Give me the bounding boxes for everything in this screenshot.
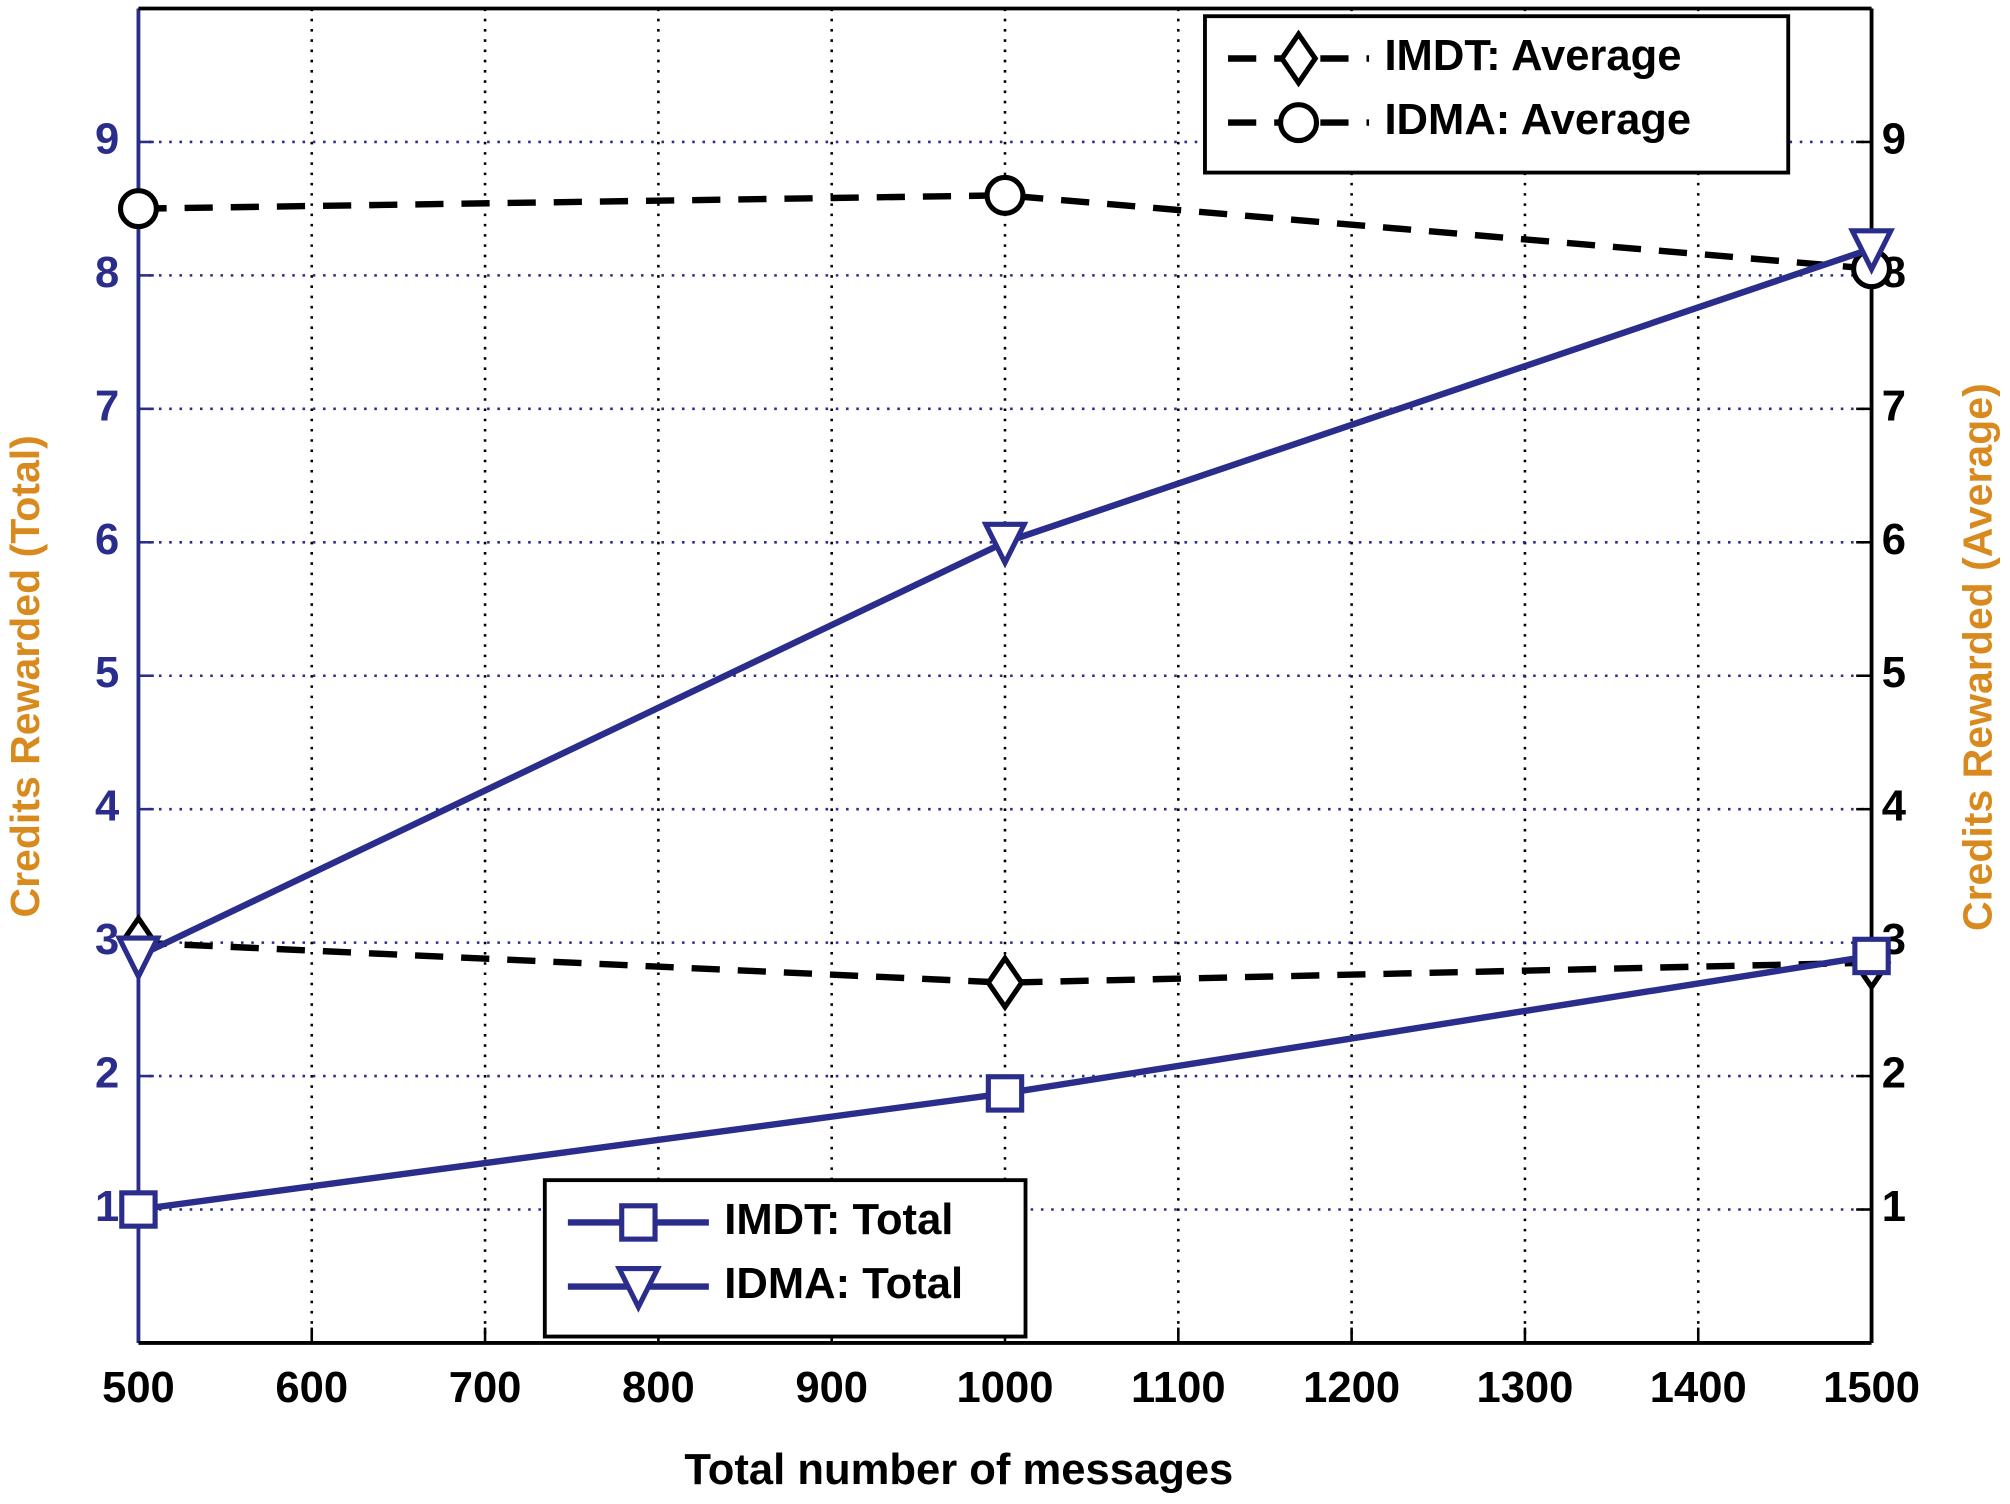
legend-label: IDMA: Total — [724, 1260, 963, 1308]
x-tick-label: 1500 — [1823, 1364, 1920, 1412]
y-tick-label: 7 — [95, 382, 119, 430]
x-tick-label: 800 — [622, 1364, 695, 1412]
marker — [1278, 102, 1320, 144]
y-tick-label: 8 — [95, 249, 119, 297]
marker — [1848, 228, 1895, 275]
y2-tick-label: 7 — [1882, 382, 1906, 430]
marker — [615, 1266, 662, 1313]
y2-tick-label: 1 — [1882, 1183, 1906, 1231]
marker — [1852, 936, 1891, 976]
y2-tick-label: 2 — [1882, 1050, 1906, 1098]
marker — [985, 953, 1025, 1012]
marker — [117, 188, 159, 230]
x-tick-label: 1400 — [1650, 1364, 1747, 1412]
y2-tick-label: 6 — [1882, 516, 1906, 564]
x-axis-label: Total number of messages — [684, 1446, 1233, 1494]
x-tick-label: 900 — [795, 1364, 868, 1412]
y2-tick-label: 5 — [1882, 649, 1906, 697]
marker — [119, 1190, 158, 1229]
y2-axis-label: Credits Rewarded (Average) — [1954, 383, 2000, 931]
marker — [1278, 29, 1319, 88]
series-line — [138, 192, 1872, 272]
y-tick-label: 5 — [95, 649, 119, 697]
legend-label: IDMA: Average — [1384, 96, 1691, 144]
x-tick-label: 600 — [275, 1364, 348, 1412]
x-tick-label: 1200 — [1303, 1364, 1400, 1412]
legend-label: IMDT: Total — [724, 1196, 953, 1244]
x-tick-label: 1300 — [1476, 1364, 1573, 1412]
x-tick-label: 500 — [102, 1364, 175, 1412]
marker — [984, 174, 1026, 216]
y-tick-label: 4 — [95, 783, 119, 831]
y2-tick-label: 9 — [1882, 115, 1906, 163]
x-tick-label: 700 — [449, 1364, 522, 1412]
y2-tick-label: 4 — [1882, 783, 1906, 831]
marker — [981, 521, 1029, 569]
marker — [619, 1203, 658, 1242]
marker — [985, 1074, 1025, 1113]
y-tick-label: 2 — [95, 1050, 119, 1098]
series-line — [138, 939, 1872, 986]
x-tick-label: 1100 — [1131, 1364, 1226, 1412]
y-tick-label: 1 — [95, 1183, 119, 1231]
y-axis-label: Credits Rewarded (Total) — [2, 435, 48, 917]
y-tick-label: 3 — [95, 916, 119, 964]
marker — [115, 935, 162, 983]
x-tick-label: 1000 — [957, 1364, 1054, 1412]
y-tick-label: 9 — [95, 115, 119, 163]
legend-label: IMDT: Average — [1384, 32, 1681, 80]
y-tick-label: 6 — [95, 516, 119, 564]
